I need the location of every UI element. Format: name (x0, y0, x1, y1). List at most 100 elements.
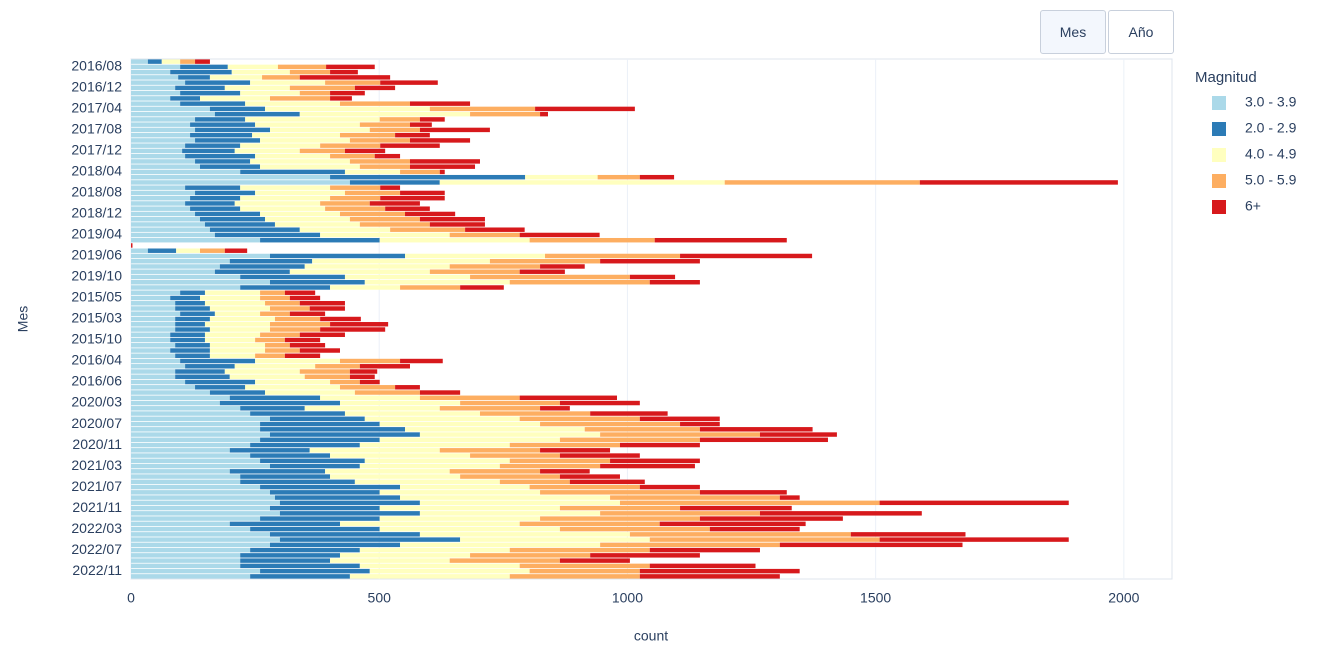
bar-segment (229, 374, 305, 380)
bar-segment (269, 127, 370, 133)
bar-segment (339, 521, 520, 527)
bar-segment (540, 448, 611, 453)
bar-segment (195, 211, 261, 217)
bar-segment (709, 526, 800, 532)
bar-segment (131, 385, 196, 390)
bar-segment (699, 427, 813, 432)
bar-segment (260, 458, 365, 464)
bar-segment (131, 201, 186, 206)
bar-segment (269, 542, 401, 548)
bar-segment (629, 532, 851, 537)
bar-segment (262, 75, 300, 80)
bar-segment (255, 337, 285, 343)
bar-segment (639, 484, 700, 490)
bar-segment (255, 379, 331, 385)
bar-segment (131, 69, 171, 75)
y-tick-label: 2017/08 (71, 121, 122, 137)
bar-segment (380, 143, 440, 148)
bar-segment (379, 421, 541, 427)
bar-segment (600, 432, 760, 437)
bar-segment (405, 211, 456, 217)
bar-segment (131, 395, 230, 401)
bar-segment (131, 258, 230, 264)
bar-segment (299, 148, 345, 154)
y-tick-label: 2016/06 (71, 373, 122, 389)
toggle-button[interactable]: Año (1108, 10, 1174, 54)
bar-segment (330, 69, 358, 75)
bar-segment (131, 416, 270, 422)
bar-segment (170, 69, 232, 75)
y-tick-label: 2020/07 (71, 415, 122, 431)
bar-segment (131, 358, 181, 364)
bar-segment (299, 90, 331, 96)
bar-segment (131, 505, 270, 511)
bar-segment (465, 227, 525, 232)
bar-segment (509, 280, 650, 285)
bar-segment (629, 274, 676, 280)
bar-segment (131, 432, 270, 437)
bar-segment (369, 201, 420, 206)
x-axis-title: count (634, 628, 668, 644)
bar-segment (131, 132, 191, 138)
bar-segment (214, 232, 321, 238)
bar-segment (380, 185, 401, 190)
bar-segment (439, 180, 725, 185)
bar-segment (265, 348, 300, 353)
bar-segment (379, 437, 560, 443)
bar-segment (182, 148, 235, 154)
bar-segment (269, 490, 380, 495)
bar-segment (219, 264, 305, 269)
x-tick-label: 500 (368, 590, 392, 606)
y-tick-label: 2020/11 (72, 436, 122, 452)
y-tick-label: 2018/04 (71, 163, 122, 179)
bar-segment (131, 474, 241, 479)
bar-segment (131, 453, 251, 458)
y-tick-label: 2019/06 (71, 247, 122, 263)
bar-segment (359, 563, 520, 569)
bar-segment (131, 90, 181, 96)
bar-segment (559, 558, 630, 563)
bar-segment (131, 280, 270, 285)
bar-segment (209, 390, 266, 395)
bar-segment (460, 474, 560, 479)
bar-segment (131, 442, 251, 448)
bar-segment (131, 111, 215, 117)
bar-segment (131, 306, 176, 311)
bar-segment (525, 174, 598, 180)
bar-segment (260, 290, 285, 295)
bar-segment (659, 521, 806, 527)
bar-segment (240, 90, 300, 96)
legend-swatch (1212, 122, 1226, 136)
bar-segment (200, 248, 225, 253)
bar-segment (279, 500, 420, 506)
bar-segment (265, 216, 350, 222)
bar-segment (260, 437, 380, 443)
bar-segment (131, 195, 191, 201)
bar-segment (419, 216, 485, 222)
bar-segment (499, 479, 570, 485)
bar-segment (131, 117, 196, 122)
bar-segment (131, 448, 230, 453)
bar-segment (250, 526, 380, 532)
bar-segment (255, 353, 285, 358)
bar-segment (320, 143, 381, 148)
bar-segment (269, 253, 406, 259)
bar-segment (178, 75, 210, 80)
bar-segment (185, 80, 251, 85)
bar-segment (449, 232, 520, 238)
bar-segment (131, 421, 261, 427)
bar-segment (131, 232, 215, 238)
bar-segment (131, 553, 241, 558)
bar-segment (131, 547, 251, 553)
bar-segment (224, 85, 290, 91)
bar-segment (131, 285, 241, 290)
bar-segment (379, 237, 530, 243)
bar-segment (224, 369, 300, 374)
bar-segment (540, 421, 681, 427)
bar-segment (269, 96, 331, 101)
toggle-button[interactable]: Mes (1040, 10, 1106, 54)
bar-segment (131, 332, 171, 337)
bar-segment (260, 427, 406, 432)
bar-segment (449, 264, 541, 269)
bar-segment (200, 164, 261, 169)
